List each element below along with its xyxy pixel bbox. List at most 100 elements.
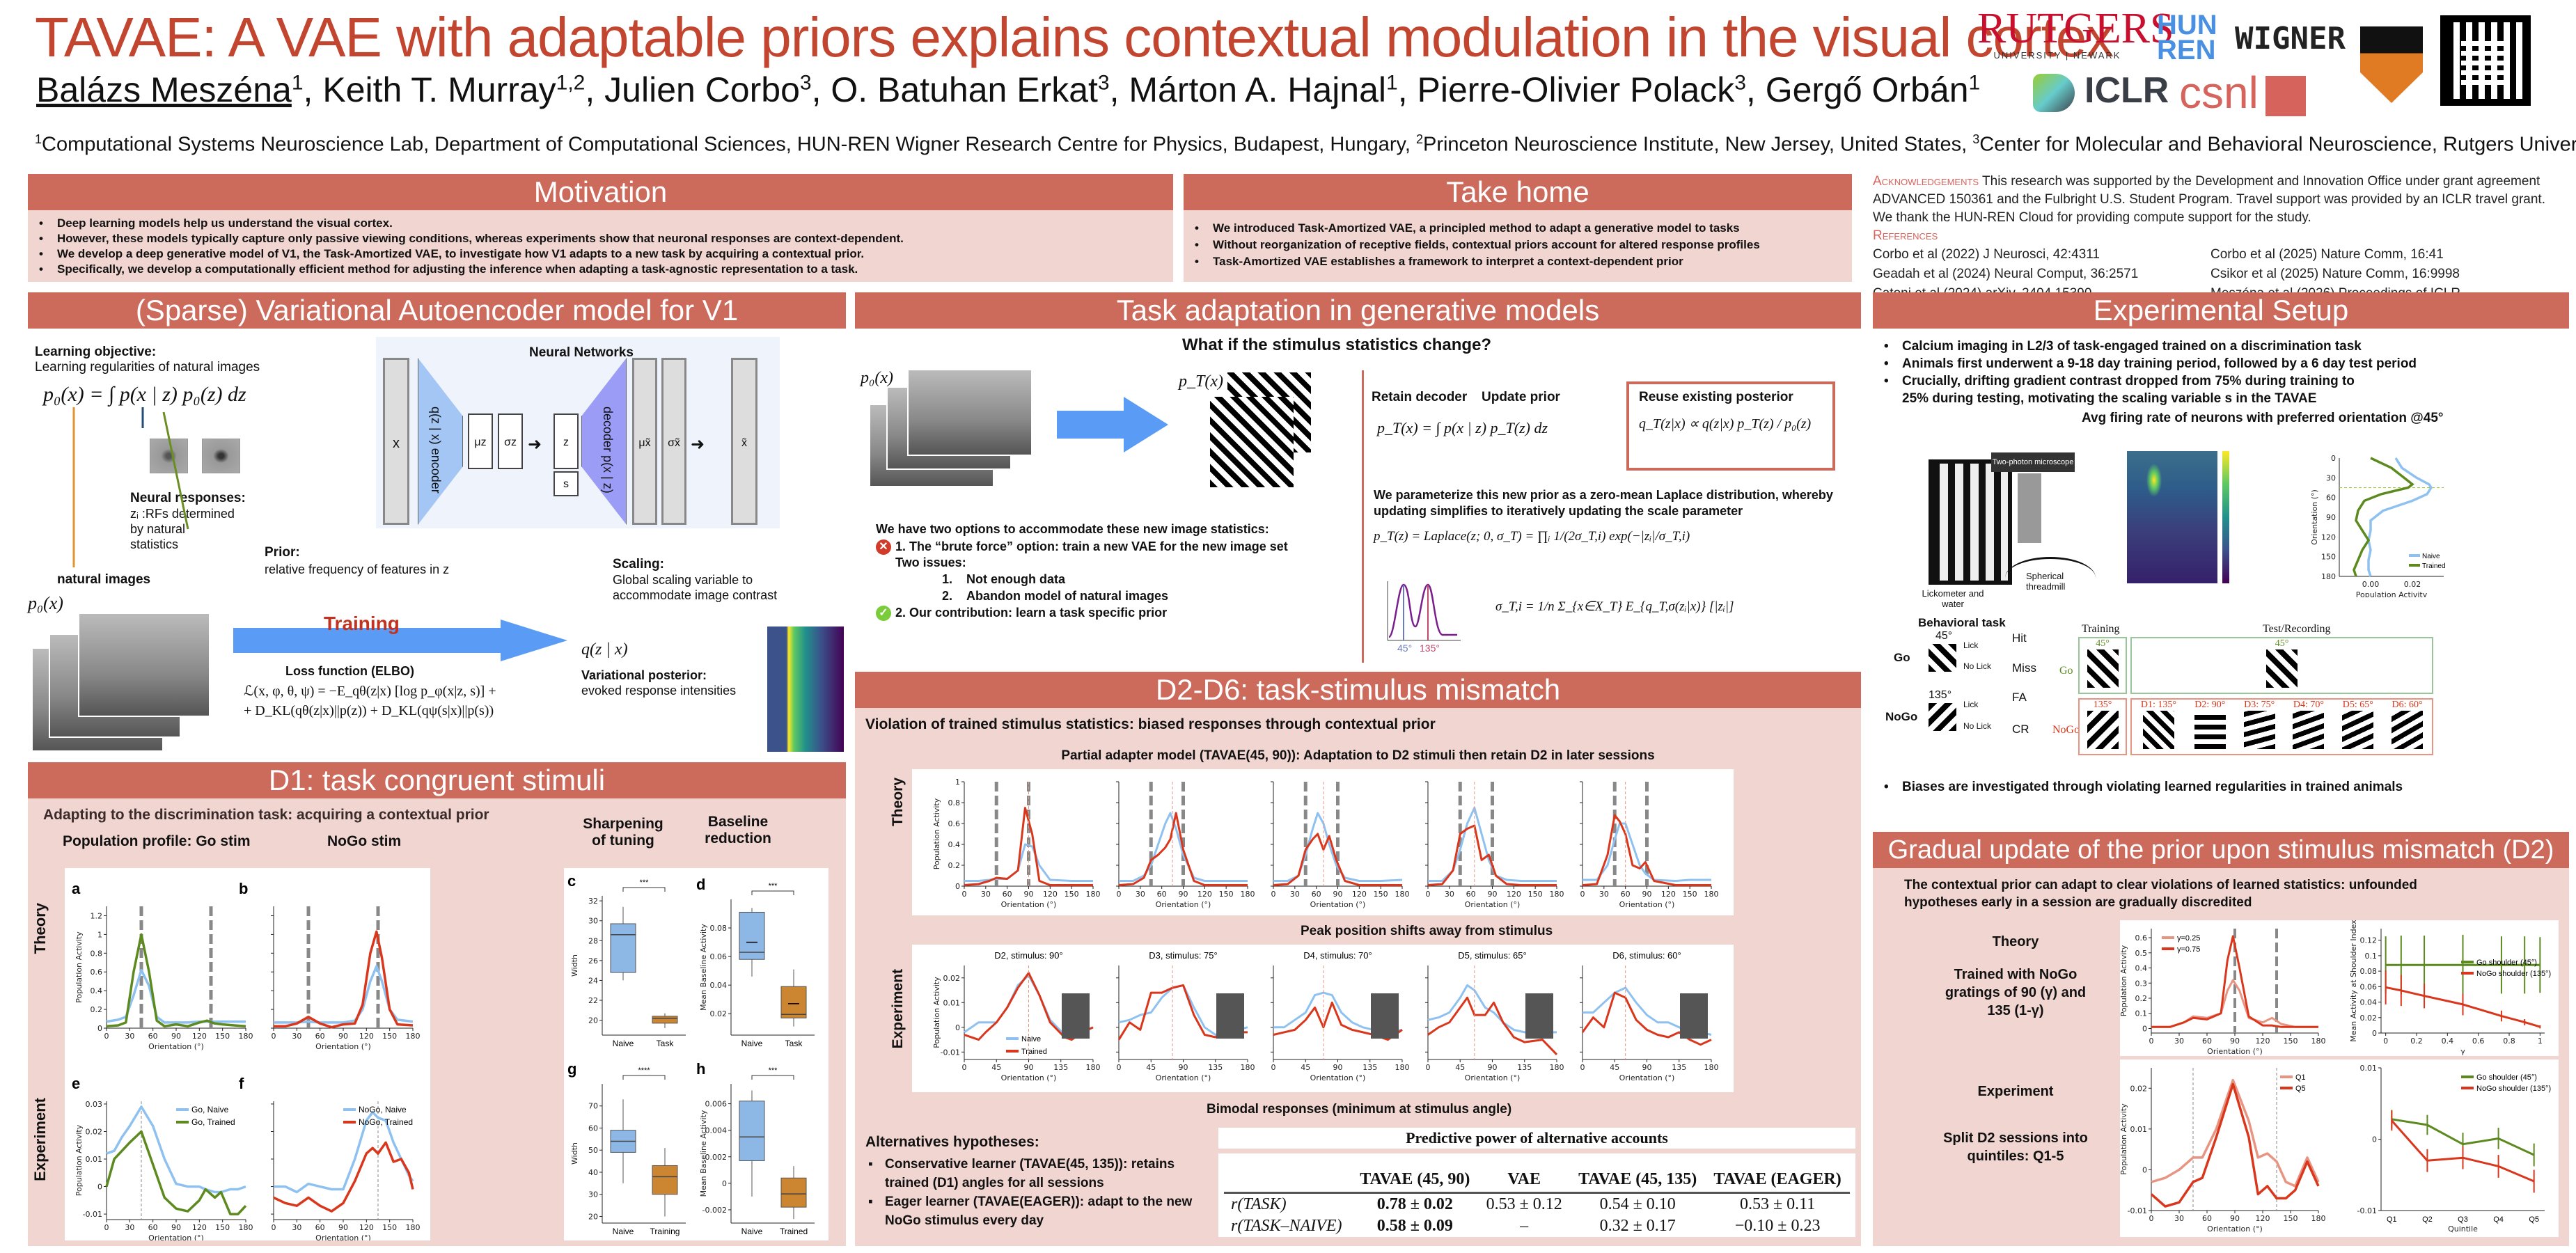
- x-tick-label: 150: [215, 1223, 230, 1232]
- loss-equation-2: + D_KL(qθ(z|x)||p(z)) + D_KL(qψ(s|x)||p(…: [244, 703, 494, 718]
- scaling-label: Scaling:: [613, 557, 664, 572]
- rutgers-subtitle: UNIVERSITY | NEWARK: [1993, 50, 2121, 61]
- x-tick-label: 180: [406, 1223, 421, 1232]
- y-tick-label: 0.1: [2365, 952, 2378, 961]
- author-name: Keith T. Murray: [322, 70, 556, 109]
- box-iqr: [652, 1165, 678, 1195]
- x-tick-label: 90: [1488, 1063, 1498, 1072]
- x-tick-label: 150: [215, 1032, 230, 1041]
- panel-label: f: [239, 1075, 244, 1092]
- table-column-header: [1224, 1167, 1352, 1194]
- x-tick-label: Q2: [2422, 1215, 2433, 1224]
- csnl-emblem-icon: [2265, 76, 2306, 117]
- mu-x-box: μx̃: [632, 358, 657, 525]
- vae-arrows: [72, 407, 189, 567]
- x-tick-label: 30: [1136, 890, 1145, 899]
- test-column-label: Test/Recording: [2263, 623, 2331, 635]
- gradual-theory-label: Theory: [1992, 934, 2039, 949]
- x-axis-label: Orientation (°): [1156, 1073, 1211, 1082]
- y-tick-label: 0: [955, 1023, 960, 1032]
- significance-bracket: [622, 1075, 666, 1080]
- category-label: Naive: [613, 1039, 634, 1048]
- legend-label: NoGo shoulder (135°): [2476, 970, 2551, 978]
- prior-density-plot: 45° 135°: [1387, 581, 1461, 654]
- lick-label: Lickometer and water: [1922, 588, 1984, 609]
- x-tick-label: Q4: [2493, 1215, 2504, 1224]
- encoder-q-label: q(z | x): [429, 407, 443, 445]
- y-tick-label: 0.1: [2135, 1009, 2148, 1018]
- x-axis-label: Orientation (°): [2207, 1047, 2263, 1056]
- chart-axes: 20 22 24 26 28 30 32 Width: [570, 896, 686, 1036]
- training-label: Training: [324, 613, 400, 634]
- chart-axes: 0 30 60 90 120 150 180-0.0100.010.020.03Orient…: [74, 1100, 253, 1243]
- author-name: Márton A. Hajnal: [1129, 70, 1387, 109]
- x-tick-label: 90: [1179, 890, 1188, 899]
- y-tick-label: 0.08: [710, 924, 728, 933]
- panel-title: D3, stimulus: 75°: [1149, 950, 1217, 961]
- x-tick-label: 90: [2230, 1214, 2240, 1223]
- nogo-day-label: D1: 135°: [2140, 700, 2177, 710]
- x-tick-label: 60: [1621, 890, 1631, 899]
- significance-bracket: [751, 890, 794, 895]
- table-cell: –: [1520, 1217, 1529, 1235]
- y-axis-label: Mean Activity at Shoulder Index: [2349, 920, 2358, 1042]
- y-tick-label: -0.002: [702, 1206, 727, 1215]
- theory-row-label: Theory: [31, 903, 49, 954]
- trained-line: [1427, 824, 1557, 886]
- affiliation-number: 3: [1972, 132, 1980, 146]
- x-tick-label: 180: [1086, 1063, 1101, 1072]
- encoder-label: q(z | x) encoder: [428, 407, 443, 494]
- options-intro: We have two options to accommodate these…: [876, 522, 1269, 536]
- box-iqr: [610, 923, 636, 973]
- table-cell: 0.32 ± 0.17: [1599, 1217, 1676, 1235]
- table-column-header: TAVAE (45, 90): [1351, 1167, 1479, 1194]
- author-list: Balázs Meszéna1, Keith T. Murray1,2, Jul…: [36, 70, 1981, 109]
- chart-axes: 0 30 60 90 120 150 180 0 0.2 0.4 0.6 0.8 1 Orientatio…: [932, 778, 1101, 909]
- trained-line: [1582, 814, 1711, 886]
- bimodal-note: Bimodal responses (minimum at stimulus a…: [1207, 1102, 1512, 1117]
- check-icon: ✓: [876, 606, 891, 621]
- nogo-day-label: D6: 60°: [2392, 700, 2423, 710]
- alternative-item: ▪ Conservative learner (TAVAE(45, 135)): …: [868, 1157, 1175, 1190]
- y-tick-label: 120: [2321, 533, 2336, 542]
- x-tick-label: 90: [1024, 1063, 1034, 1072]
- category-label: Trained: [780, 1227, 808, 1236]
- qr-code[interactable]: [2436, 11, 2535, 110]
- x-tick-label: 0.6: [2472, 1037, 2485, 1046]
- motivation-bullet: However, these models typically capture …: [35, 231, 1166, 246]
- y-axis-label: Population Activity: [932, 798, 941, 869]
- x-tick-label: 90: [1179, 1063, 1188, 1072]
- naive-line: [1427, 984, 1557, 1034]
- x-axis-label: Population Activity: [2356, 590, 2428, 597]
- d2d6-section: D2-D6: task-stimulus mismatch Violation …: [855, 672, 1861, 1246]
- x-tick-label: 30: [2174, 1214, 2184, 1223]
- series-line: [106, 933, 246, 1028]
- nogo-day-label: D4: 70°: [2293, 700, 2324, 710]
- outcome-fa: FA: [2012, 691, 2027, 704]
- stimulus-thumbnail: [1525, 993, 1553, 1039]
- table-caption: Predictive power of alternative accounts: [1218, 1128, 1855, 1149]
- y-axis-label: Population Activity: [2120, 1103, 2128, 1175]
- x-tick-label: 180: [1550, 1063, 1564, 1072]
- d1-subtitle: Adapting to the discrimination task: acq…: [43, 807, 489, 823]
- nogo-train-angle: 135°: [2093, 700, 2112, 710]
- x-tick-label: Q3: [2458, 1215, 2468, 1224]
- setup-final-bullet: Biases are investigated through violatin…: [1880, 780, 2403, 795]
- nogo-day-label: D3: 75°: [2244, 700, 2275, 710]
- x-axis-label: Orientation (°): [1001, 900, 1057, 909]
- legend-label: Naive: [1021, 1035, 1041, 1043]
- x-tick-label: 0: [2149, 1214, 2154, 1223]
- grating-thumbnail: [2194, 711, 2226, 749]
- motivation-bullets: Deep learning models help us understand …: [28, 210, 1173, 282]
- x-tick-label: 0: [1426, 890, 1431, 899]
- x-tick-label: 30: [1290, 890, 1300, 899]
- y-tick-label: 0.01: [2360, 1064, 2378, 1073]
- y-tick-label: 30: [588, 1190, 598, 1199]
- table-cell: r(TASK): [1231, 1195, 1287, 1213]
- natural-image: [78, 613, 210, 717]
- x-tick-label: 180: [1704, 890, 1719, 899]
- x-tick-label: 120: [2256, 1037, 2270, 1046]
- y-tick-label: 70: [588, 1102, 598, 1111]
